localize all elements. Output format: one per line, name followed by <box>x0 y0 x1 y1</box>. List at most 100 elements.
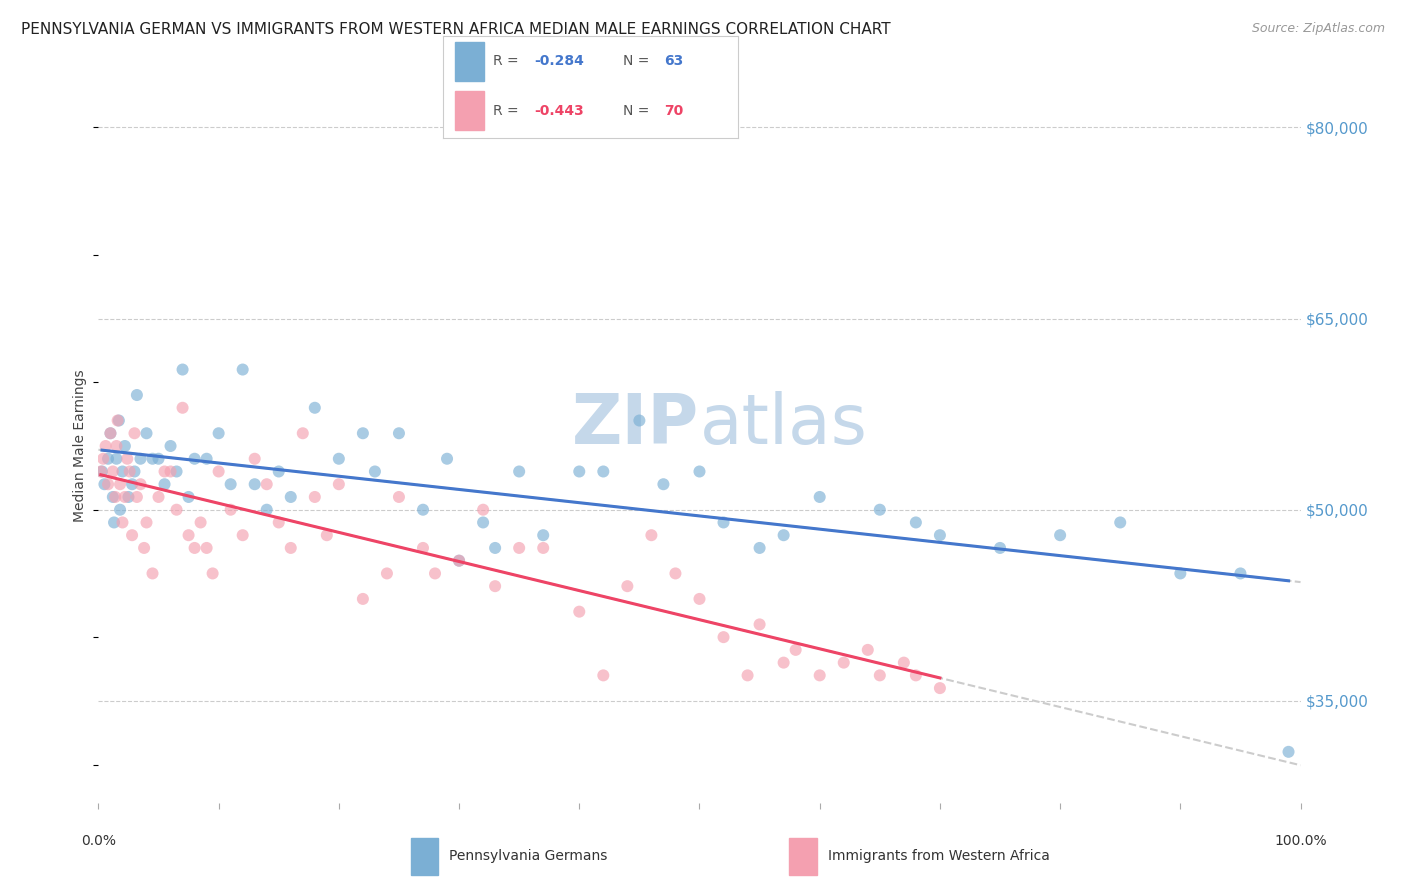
Point <box>118 465 141 479</box>
Point <box>856 643 879 657</box>
Point <box>304 401 326 415</box>
Point <box>172 401 194 415</box>
Point <box>280 541 302 555</box>
Point <box>748 617 770 632</box>
Point <box>1109 516 1132 530</box>
Point <box>148 490 170 504</box>
Point <box>135 426 157 441</box>
Text: -0.284: -0.284 <box>534 54 585 69</box>
Point <box>141 451 163 466</box>
Point <box>484 579 506 593</box>
Point <box>568 605 591 619</box>
Point <box>447 554 470 568</box>
Point <box>869 502 891 516</box>
Point <box>125 490 148 504</box>
Point <box>111 516 134 530</box>
Point <box>423 566 446 581</box>
Bar <box>454 42 484 81</box>
Text: PENNSYLVANIA GERMAN VS IMMIGRANTS FROM WESTERN AFRICA MEDIAN MALE EARNINGS CORRE: PENNSYLVANIA GERMAN VS IMMIGRANTS FROM W… <box>21 22 891 37</box>
Bar <box>790 838 817 875</box>
Point <box>592 668 614 682</box>
Point <box>808 490 831 504</box>
Point <box>190 516 212 530</box>
Point <box>267 465 290 479</box>
Point <box>748 541 770 555</box>
Point <box>177 528 200 542</box>
Text: 70: 70 <box>665 103 683 118</box>
Point <box>195 541 218 555</box>
Point <box>101 490 124 504</box>
Text: ZIP: ZIP <box>572 391 700 458</box>
Point <box>592 465 614 479</box>
Text: N =: N = <box>623 54 650 69</box>
Point <box>121 528 143 542</box>
Text: 63: 63 <box>665 54 683 69</box>
Point <box>159 465 181 479</box>
Point <box>105 451 128 466</box>
Point <box>117 451 139 466</box>
Point <box>785 643 807 657</box>
Point <box>689 465 711 479</box>
Point <box>904 516 927 530</box>
Point <box>129 451 152 466</box>
Point <box>304 490 326 504</box>
Text: Source: ZipAtlas.com: Source: ZipAtlas.com <box>1251 22 1385 36</box>
Point <box>484 541 506 555</box>
Point <box>91 465 114 479</box>
Bar <box>454 91 484 130</box>
Point <box>832 656 855 670</box>
Text: 100.0%: 100.0% <box>1274 834 1327 848</box>
Point <box>103 516 125 530</box>
Point <box>195 451 218 466</box>
Point <box>388 490 411 504</box>
Point <box>267 516 290 530</box>
Point <box>129 477 152 491</box>
Point <box>111 465 134 479</box>
Point <box>508 465 530 479</box>
Point <box>90 465 112 479</box>
Point <box>166 502 188 516</box>
Point <box>713 630 735 644</box>
Point <box>108 477 131 491</box>
Point <box>93 477 115 491</box>
Point <box>159 439 181 453</box>
Point <box>328 451 350 466</box>
Point <box>508 541 530 555</box>
Point <box>219 502 242 516</box>
Point <box>172 362 194 376</box>
Text: R =: R = <box>494 103 519 118</box>
Point <box>412 502 434 516</box>
Point <box>97 451 120 466</box>
Point <box>243 477 266 491</box>
Point <box>232 362 254 376</box>
Point <box>315 528 337 542</box>
Point <box>904 668 927 682</box>
Point <box>472 516 495 530</box>
Point <box>616 579 638 593</box>
Point <box>141 566 163 581</box>
Point <box>568 465 591 479</box>
Point <box>388 426 411 441</box>
Point <box>201 566 224 581</box>
Point <box>105 439 128 453</box>
Text: 0.0%: 0.0% <box>82 834 115 848</box>
Point <box>472 502 495 516</box>
Point <box>652 477 675 491</box>
Point <box>124 465 146 479</box>
Point <box>280 490 302 504</box>
Point <box>531 541 554 555</box>
Point <box>988 541 1011 555</box>
Point <box>101 465 124 479</box>
Point <box>737 668 759 682</box>
Point <box>107 413 129 427</box>
Point <box>117 490 139 504</box>
Point <box>208 465 231 479</box>
Point <box>352 591 374 606</box>
Point <box>352 426 374 441</box>
Point <box>713 516 735 530</box>
Point <box>1229 566 1251 581</box>
Point <box>1170 566 1192 581</box>
Point <box>183 541 205 555</box>
Point <box>183 451 205 466</box>
Point <box>531 528 554 542</box>
